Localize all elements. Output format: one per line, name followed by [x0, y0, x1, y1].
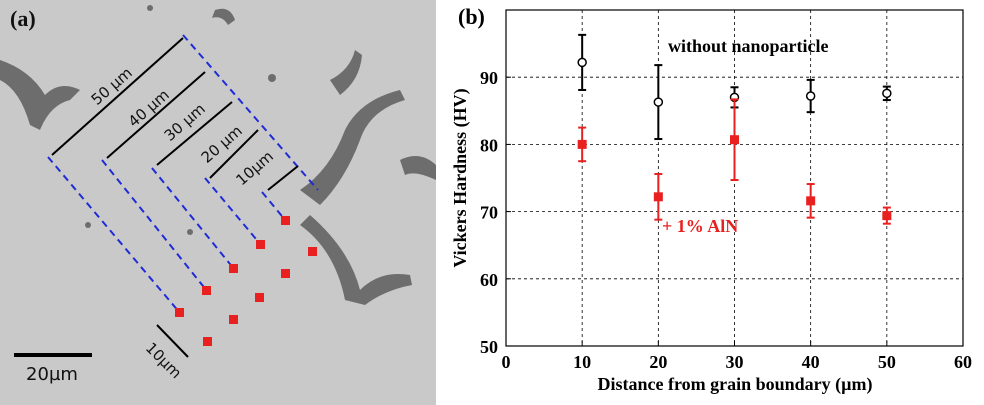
y-tick-label: 80	[480, 135, 498, 155]
micrograph: (a) 50 µm 40 µm 30 µm 20 µm 10µm 10µm 20…	[0, 0, 436, 405]
series-label: + 1% AlN	[662, 216, 738, 236]
x-tick-label: 30	[726, 352, 744, 372]
x-tick-label: 50	[878, 352, 896, 372]
chart: (b) Distance from grain boundary (µm) Vi…	[450, 4, 972, 395]
marker	[806, 196, 816, 206]
marker	[730, 135, 739, 145]
marker	[577, 57, 587, 68]
x-tick-label: 20	[649, 352, 667, 372]
marker	[653, 97, 664, 107]
marker	[882, 88, 892, 99]
panel-label: (a)	[10, 6, 36, 31]
micrograph-background	[0, 0, 436, 405]
indents	[175, 216, 317, 346]
measurement-lines	[47, 34, 319, 314]
grain-boundaries	[0, 5, 436, 305]
series-label: without nanoparticle	[668, 36, 829, 56]
y-tick-label: 70	[480, 203, 498, 223]
y-tick-label: 90	[480, 68, 498, 88]
dimension-arrows	[14, 37, 299, 358]
y-tick-label: 50	[480, 337, 498, 357]
scale-bar-label: 20µm	[26, 364, 78, 385]
x-tick-label: 60	[954, 352, 972, 372]
x-tick-label: 40	[802, 352, 820, 372]
y-tick-label: 60	[480, 270, 498, 290]
panel-label: (b)	[458, 4, 485, 29]
marker	[882, 211, 892, 221]
x-axis-label: Distance from grain boundary (µm)	[597, 374, 872, 395]
marker	[577, 139, 587, 149]
y-axis-label: Vickers Hardness (HV)	[450, 88, 471, 267]
x-tick-label: 0	[502, 352, 511, 372]
marker	[805, 91, 816, 101]
plot-frame	[505, 9, 964, 347]
marker	[653, 192, 663, 202]
x-tick-label: 10	[573, 352, 591, 372]
